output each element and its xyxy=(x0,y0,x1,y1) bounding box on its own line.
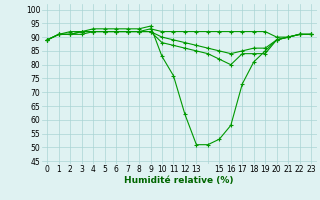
X-axis label: Humidité relative (%): Humidité relative (%) xyxy=(124,176,234,185)
